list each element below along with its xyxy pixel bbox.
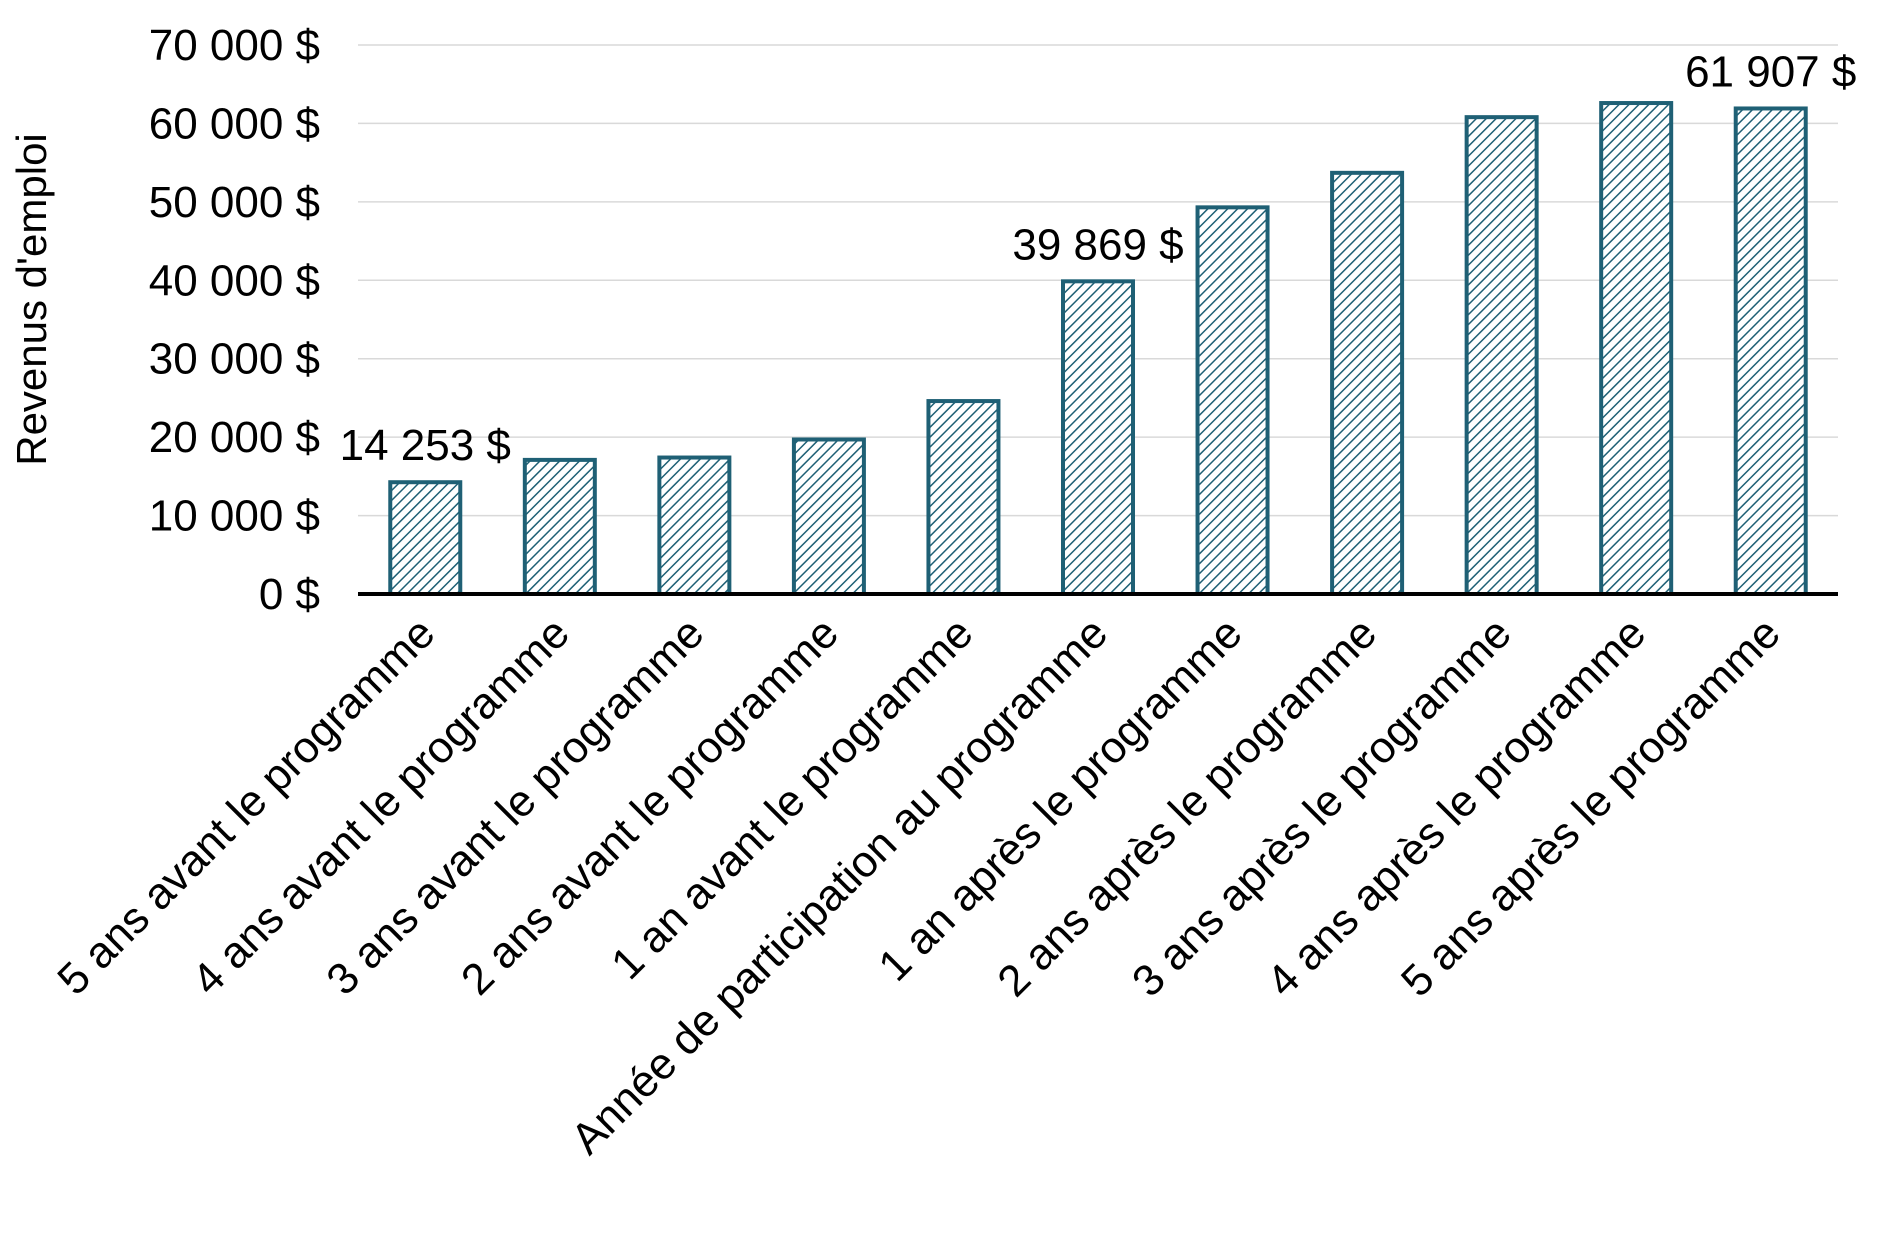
bar	[1599, 101, 1674, 596]
bars	[388, 101, 1808, 597]
data-label: 61 907 $	[1685, 47, 1856, 96]
y-tick-label: 40 000 $	[149, 256, 320, 305]
data-label: 39 869 $	[1012, 220, 1183, 269]
y-tick-label: 0 $	[259, 570, 320, 619]
bar	[1330, 170, 1405, 597]
y-tick-label: 60 000 $	[149, 99, 320, 148]
y-tick-label: 20 000 $	[149, 413, 320, 462]
bar	[522, 457, 597, 596]
bar	[657, 455, 732, 596]
bar	[1195, 205, 1270, 596]
bar	[1464, 115, 1539, 596]
bar	[388, 480, 463, 596]
y-tick-label: 70 000 $	[149, 21, 320, 70]
bar	[1733, 106, 1808, 597]
y-axis-title: Revenus d'emploi	[8, 133, 55, 466]
y-tick-label: 10 000 $	[149, 492, 320, 541]
y-tick-label: 50 000 $	[149, 178, 320, 227]
y-tick-label: 30 000 $	[149, 335, 320, 384]
data-label: 14 253 $	[340, 421, 511, 470]
data-labels: 14 253 $ 39 869 $ 61 907 $	[340, 47, 1857, 470]
bar	[1061, 279, 1135, 596]
bar	[791, 437, 866, 597]
bar	[926, 399, 1001, 596]
y-axis-tick-labels: 0 $ 10 000 $ 20 000 $ 30 000 $ 40 000 $ 50 00…	[149, 21, 320, 619]
